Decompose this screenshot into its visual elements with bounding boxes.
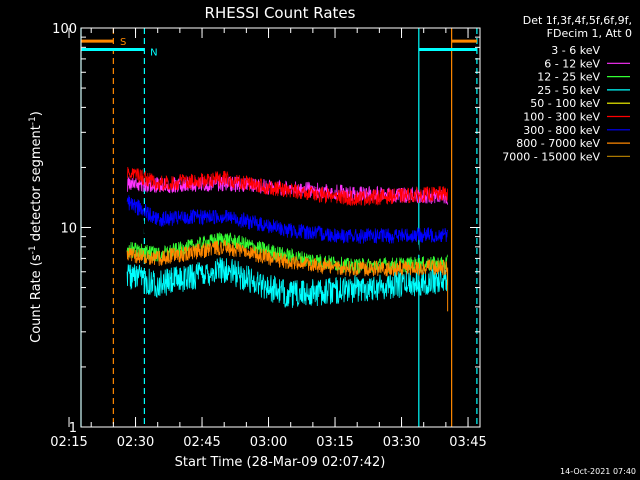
legend-label-0: 3 - 6 keV <box>551 44 600 57</box>
y-tick-label-1: 10 <box>60 222 77 237</box>
legend-header-2: FDecim 1, Att 0 <box>547 27 632 40</box>
s-label: S <box>120 37 126 48</box>
timestamp: 14-Oct-2021 07:40 <box>560 467 636 476</box>
legend-label-4: 50 - 100 keV <box>530 97 600 110</box>
series-line-100-300-kev <box>126 166 448 207</box>
legend: Det 1f,3f,4f,5f,6f,9f, FDecim 1, Att 0 3… <box>502 14 632 163</box>
series-line-800-7000-kev <box>126 239 448 278</box>
x-tick-label-2: 02:45 <box>183 435 220 450</box>
x-axis-ticks: 02:15 02:30 02:45 03:00 03:15 03:30 03:45 <box>50 28 487 450</box>
x-tick-label-5: 03:30 <box>383 435 420 450</box>
y-axis-label-sup1: -1 <box>28 245 38 254</box>
y-axis-label-mid: detector segment <box>29 125 44 245</box>
legend-header-1: Det 1f,3f,4f,5f,6f,9f, <box>523 14 632 27</box>
y-axis-label-sup2: -1 <box>28 116 38 125</box>
x-tick-label-0: 02:15 <box>50 435 87 450</box>
n-label: N <box>150 48 157 59</box>
y-tick-label-0: 1 <box>69 421 77 436</box>
x-tick-label-4: 03:15 <box>316 435 353 450</box>
y-axis-label-end: ) <box>29 111 44 116</box>
series-line-300-800-kev <box>126 195 448 244</box>
y-axis-label-main: Count Rate (s <box>29 254 44 343</box>
legend-label-8: 7000 - 15000 keV <box>502 150 600 163</box>
y-axis-label: Count Rate (s-1 detector segment-1) <box>28 111 44 343</box>
legend-label-5: 100 - 300 keV <box>523 111 600 124</box>
legend-label-7: 800 - 7000 keV <box>516 137 600 150</box>
series-line-25-50-kev <box>126 257 448 308</box>
x-axis-label: Start Time (28-Mar-09 02:07:42) <box>175 455 386 470</box>
legend-label-1: 6 - 12 keV <box>544 57 600 70</box>
x-tick-label-3: 03:00 <box>250 435 287 450</box>
x-tick-label-6: 03:45 <box>449 435 486 450</box>
plot-area: SN <box>80 28 478 427</box>
y-tick-label-2: 100 <box>52 22 77 37</box>
legend-label-2: 12 - 25 keV <box>537 71 600 84</box>
legend-label-6: 300 - 800 keV <box>523 124 600 137</box>
legend-label-3: 25 - 50 keV <box>537 84 600 97</box>
y-axis-ticks: 1 10 100 <box>52 22 480 436</box>
x-tick-label-1: 02:30 <box>117 435 154 450</box>
chart-title: RHESSI Count Rates <box>205 4 356 22</box>
